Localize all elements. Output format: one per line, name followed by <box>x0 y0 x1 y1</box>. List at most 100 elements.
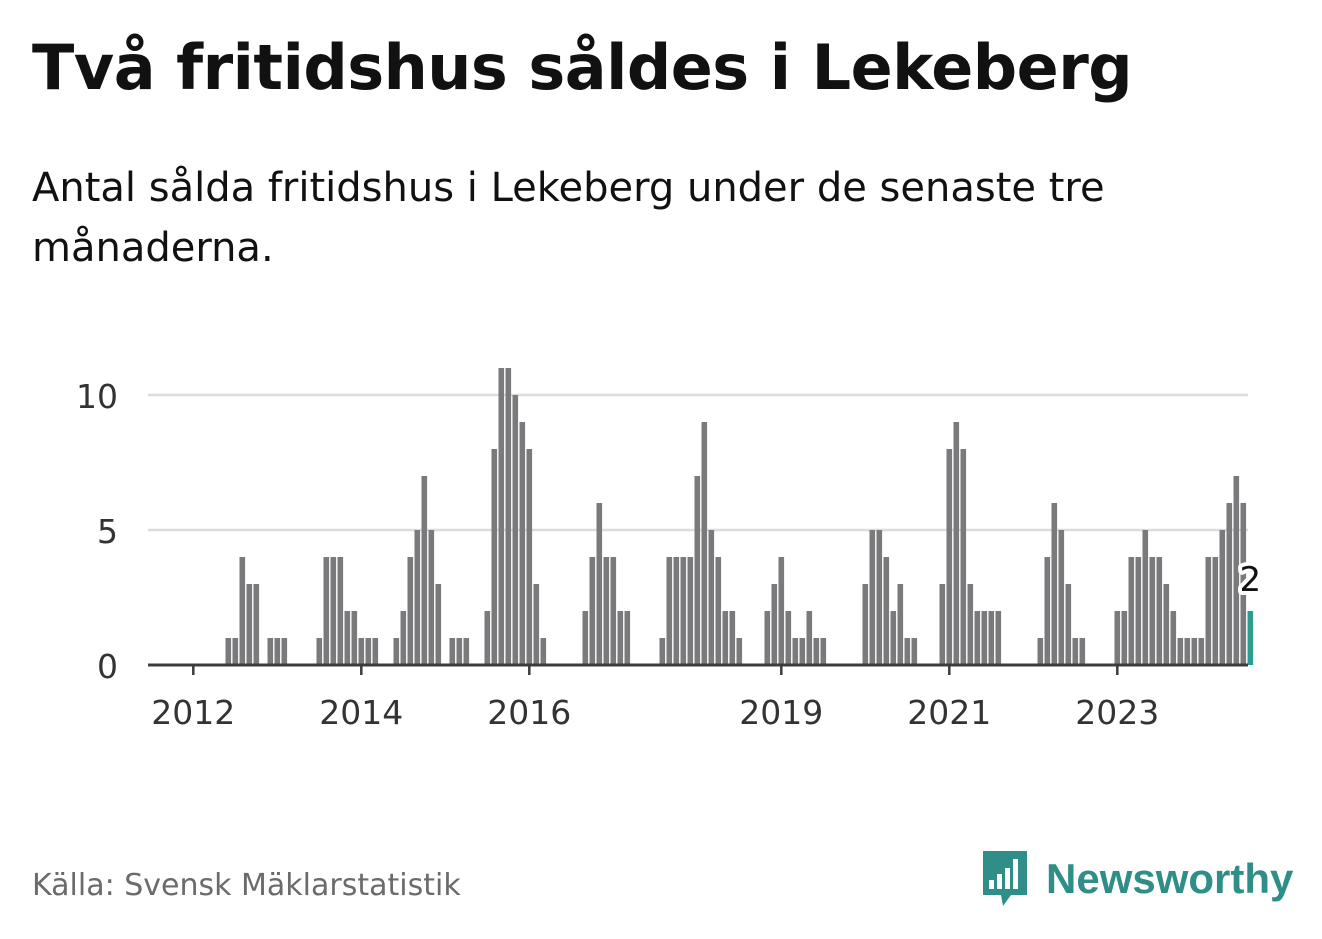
bar <box>533 584 540 665</box>
bar <box>1191 638 1198 665</box>
bar <box>1156 557 1163 665</box>
bar <box>1058 530 1065 665</box>
brand-name: Newsworthy <box>1046 855 1294 902</box>
bar <box>582 611 589 665</box>
bar <box>974 611 981 665</box>
x-tick-label: 2019 <box>739 693 823 732</box>
bar <box>330 557 337 665</box>
bar <box>246 584 253 665</box>
bar <box>456 638 463 665</box>
bar <box>1198 638 1205 665</box>
bar <box>484 611 491 665</box>
bar <box>1121 611 1128 665</box>
bar <box>428 530 435 665</box>
bar <box>337 557 344 665</box>
x-tick-label: 2016 <box>487 693 571 732</box>
bar <box>995 611 1002 665</box>
bar <box>358 638 365 665</box>
bar <box>274 638 281 665</box>
bar <box>778 557 785 665</box>
bar <box>281 638 288 665</box>
bar <box>659 638 666 665</box>
bar-chart: 0 5 10 2012 2014 2016 2019 2021 2023 2 <box>76 368 1262 732</box>
bar <box>1163 584 1170 665</box>
bar <box>1177 638 1184 665</box>
bar <box>407 557 414 665</box>
bar <box>512 395 519 665</box>
bar <box>939 584 946 665</box>
bar <box>946 449 953 665</box>
bar <box>239 557 246 665</box>
bar <box>400 611 407 665</box>
bar <box>526 449 533 665</box>
bar <box>764 611 771 665</box>
bar <box>708 530 715 665</box>
bar <box>365 638 372 665</box>
bar <box>694 476 701 665</box>
bar <box>1184 638 1191 665</box>
bar <box>421 476 428 665</box>
bar <box>624 611 631 665</box>
bar <box>414 530 421 665</box>
bar <box>953 422 960 665</box>
bar <box>890 611 897 665</box>
bar <box>666 557 673 665</box>
bar <box>785 611 792 665</box>
bar <box>1170 611 1177 665</box>
bar <box>498 368 505 665</box>
bar <box>351 611 358 665</box>
bar <box>1226 503 1233 665</box>
bar <box>1240 503 1247 665</box>
bar <box>799 638 806 665</box>
chart-bubble-icon <box>983 851 1027 906</box>
bar <box>603 557 610 665</box>
bar <box>372 638 379 665</box>
bar <box>344 611 351 665</box>
x-tick-label: 2023 <box>1075 693 1159 732</box>
bar <box>323 557 330 665</box>
bar <box>967 584 974 665</box>
x-tick-label: 2012 <box>151 693 235 732</box>
bar <box>1205 557 1212 665</box>
bar <box>1128 557 1135 665</box>
y-tick-label: 10 <box>76 377 118 416</box>
bar <box>1219 530 1226 665</box>
bar <box>393 638 400 665</box>
bar <box>862 584 869 665</box>
x-tick-label: 2014 <box>319 693 403 732</box>
bar <box>253 584 260 665</box>
bar <box>225 638 232 665</box>
bar <box>1149 557 1156 665</box>
bar <box>449 638 456 665</box>
bar <box>589 557 596 665</box>
bar <box>904 638 911 665</box>
bar <box>792 638 799 665</box>
bar <box>911 638 918 665</box>
bar <box>673 557 680 665</box>
bar <box>981 611 988 665</box>
chart-subtitle: Antal sålda fritidshus i Lekeberg under … <box>32 165 1105 271</box>
bar <box>806 611 813 665</box>
bar <box>1079 638 1086 665</box>
last-value-label: 2 <box>1239 560 1261 600</box>
bar <box>505 368 512 665</box>
bar <box>722 611 729 665</box>
bar <box>771 584 778 665</box>
bar <box>540 638 547 665</box>
bar <box>701 422 708 665</box>
newsworthy-logo: Newsworthy <box>980 848 1293 910</box>
bar <box>1212 557 1219 665</box>
bar <box>1072 638 1079 665</box>
bar-highlight <box>1247 611 1254 665</box>
bar <box>1135 557 1142 665</box>
bar <box>897 584 904 665</box>
bar <box>232 638 239 665</box>
bar <box>715 557 722 665</box>
bar <box>960 449 967 665</box>
bar <box>267 638 274 665</box>
bar <box>869 530 876 665</box>
bar <box>463 638 470 665</box>
bar <box>876 530 883 665</box>
bar <box>988 611 995 665</box>
y-tick-label: 0 <box>97 647 118 686</box>
